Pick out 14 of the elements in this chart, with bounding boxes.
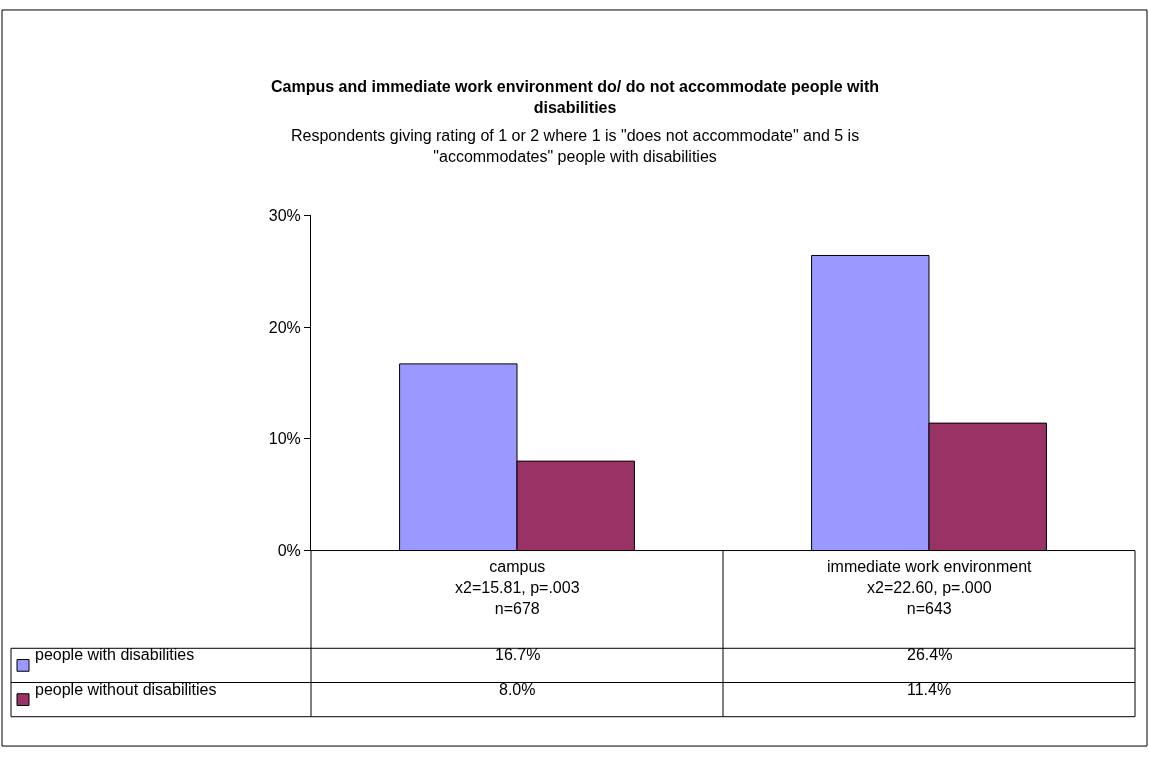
data-label: 16.7% [495, 646, 541, 663]
legend-label: people without disabilities [35, 681, 217, 698]
chart-title: Campus and immediate work environment do/ do not accommodate people with disabilities [271, 78, 880, 116]
x-tick-label: campus x2=15.81, p=.003 n=678 [455, 558, 580, 617]
x-tick-label: immediate work environment x2=22.60, p=.000 n=643 [827, 558, 1033, 617]
y-tick-label: 0% [277, 542, 301, 560]
data-label: 11.4% [907, 681, 952, 698]
y-tick-label: 20% [268, 318, 301, 336]
data-label: 26.4% [907, 646, 953, 663]
data-label: 8.0% [499, 681, 536, 698]
chart-subtitle: Respondents giving rating of 1 or 2 where 1 is "does not accommodate" and 5 is "accommodates" people with disabilities [291, 127, 860, 165]
legend-label: people with disabilities [35, 646, 195, 663]
y-tick-label: 10% [268, 430, 301, 448]
y-tick-label: 30% [268, 206, 301, 224]
